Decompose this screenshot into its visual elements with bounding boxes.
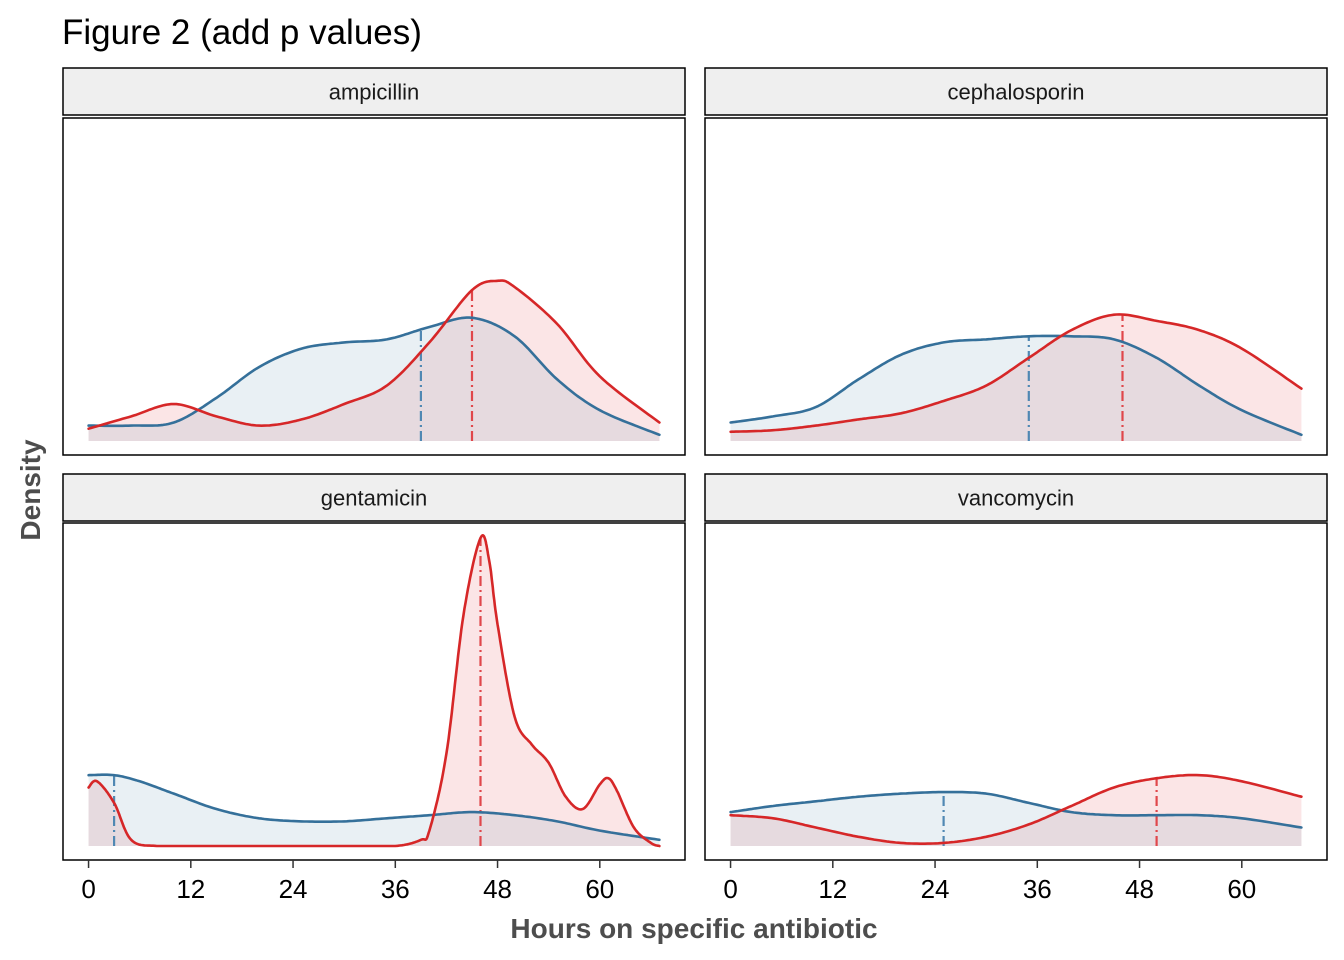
x-tick-label: 36 — [1023, 874, 1052, 904]
strip-label: cephalosporin — [948, 80, 1085, 105]
density-line-red — [87, 534, 661, 848]
plot-panel — [62, 522, 686, 861]
density-overlap-fill — [88, 780, 660, 846]
x-tick-label: 60 — [585, 874, 614, 904]
panels: ampicillin cephalosporin gentamicin 0 12 24 36… — [62, 67, 1328, 904]
strip-background — [62, 473, 686, 522]
panel-vancomycin: vancomycin 0 12 24 36 48 60 — [704, 473, 1328, 904]
x-tick-label: 12 — [176, 874, 205, 904]
density-overlap-fill — [88, 317, 660, 441]
density-line-blue — [87, 316, 661, 437]
strip-label: gentamicin — [321, 486, 427, 511]
density-overlap-fill — [730, 336, 1302, 441]
density-line-red — [729, 313, 1303, 434]
density-fill-red — [88, 535, 660, 846]
x-tick-label: 60 — [1227, 874, 1256, 904]
panel-gentamicin: gentamicin 0 12 24 36 48 60 — [62, 473, 686, 904]
density-overlap-fill — [730, 810, 1302, 846]
x-axis-title: Hours on specific antibiotic — [510, 913, 877, 944]
x-tick-label: 0 — [81, 874, 95, 904]
x-tick-label: 48 — [483, 874, 512, 904]
strip-background — [62, 67, 686, 116]
chart-title: Figure 2 (add p values) — [62, 13, 422, 52]
x-tick-label: 24 — [921, 874, 950, 904]
density-line-red — [729, 773, 1303, 845]
panel-cephalosporin: cephalosporin — [704, 67, 1328, 456]
density-line-red — [87, 279, 661, 430]
y-axis-title: Density — [15, 439, 46, 541]
x-tick-label: 24 — [279, 874, 308, 904]
strip-label: vancomycin — [958, 486, 1074, 511]
x-tick-label: 48 — [1125, 874, 1154, 904]
x-tick-label: 0 — [723, 874, 737, 904]
panel-ampicillin: ampicillin — [62, 67, 686, 456]
x-tick-label: 36 — [381, 874, 410, 904]
strip-label: ampicillin — [329, 80, 419, 105]
strip-background — [704, 473, 1328, 522]
density-line-blue — [729, 334, 1303, 437]
x-tick-label: 12 — [818, 874, 847, 904]
strip-background — [704, 67, 1328, 116]
density-line-blue — [87, 773, 661, 842]
density-line-blue — [729, 790, 1303, 829]
